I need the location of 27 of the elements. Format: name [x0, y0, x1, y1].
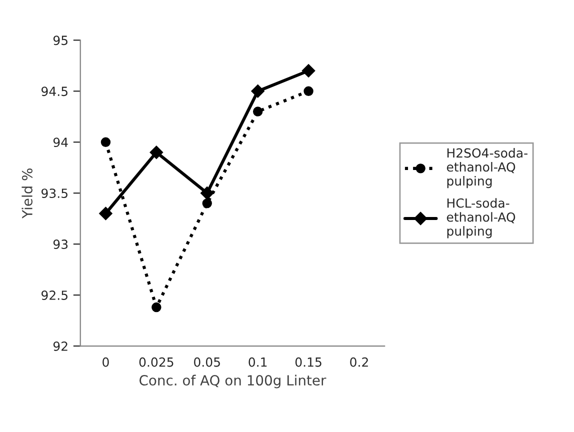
- point: [302, 64, 316, 78]
- point: [200, 186, 214, 200]
- y-tick-label: 95: [53, 36, 68, 46]
- y-tick-label: 94: [53, 138, 68, 148]
- legend-label: H2SO4-soda- ethanol-AQ pulping: [446, 148, 528, 188]
- x-axis-title: Conc. of AQ on 100g Linter: [140, 374, 326, 388]
- x-tick-label: 0.025: [139, 357, 174, 367]
- point: [99, 206, 112, 220]
- y-tick-label: 92: [53, 342, 68, 351]
- y-tick-label: 93: [53, 240, 68, 250]
- point: [150, 146, 164, 159]
- point: [304, 86, 314, 96]
- point: [251, 84, 264, 98]
- x-tick-label: 0.2: [350, 357, 368, 367]
- point: [152, 302, 162, 312]
- y-tick-label: 92.5: [42, 290, 68, 300]
- x-tick-label: 0.1: [248, 357, 267, 367]
- y-tick-label: 93.5: [42, 188, 68, 198]
- y-axis-title: Yield %: [22, 168, 32, 218]
- point: [252, 106, 263, 116]
- y-tick-label: 94.5: [42, 86, 68, 96]
- x-tick-label: 0.05: [194, 357, 220, 367]
- legend-label: HCL-soda- ethanol-AQ pulping: [446, 198, 516, 238]
- point: [100, 137, 111, 147]
- x-tick-label: 0: [102, 357, 109, 367]
- x-tick-label: 0.15: [295, 357, 322, 367]
- point: [202, 198, 212, 208]
